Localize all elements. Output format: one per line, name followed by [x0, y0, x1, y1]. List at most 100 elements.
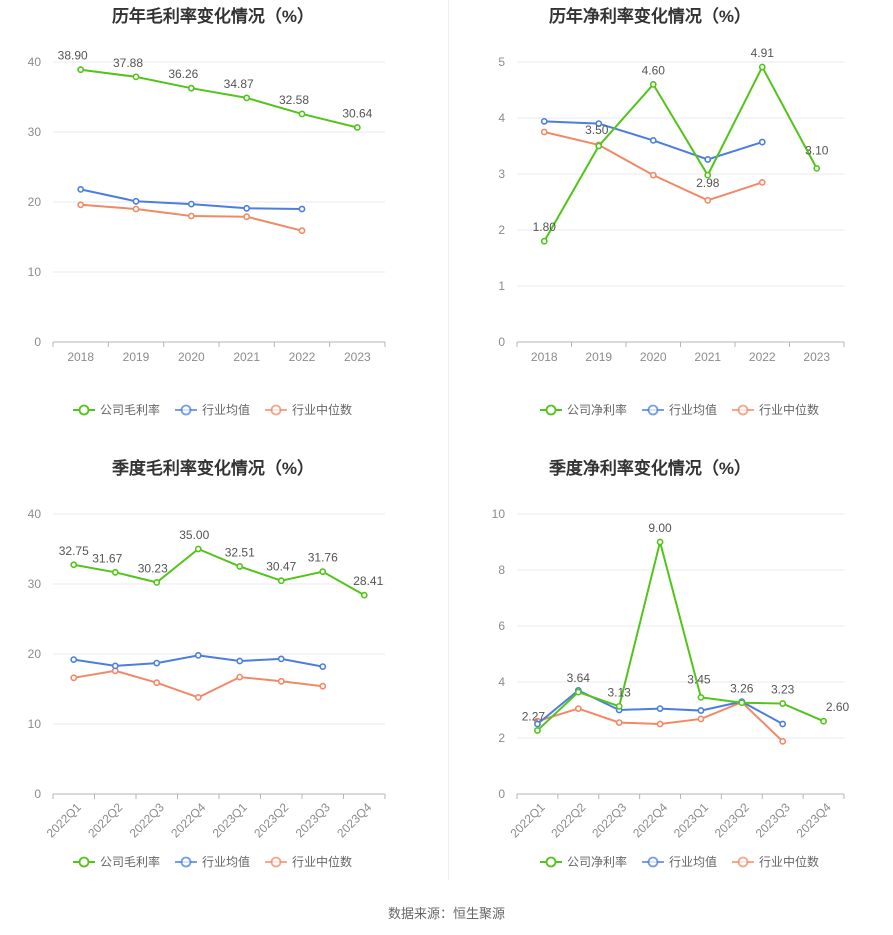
data-label: 37.88 [113, 56, 143, 70]
data-point-company [779, 700, 787, 707]
legend-item-company: 公司毛利率 [73, 402, 160, 417]
x-tick-label: 2018 [531, 350, 558, 364]
data-label: 31.76 [308, 551, 338, 565]
data-point-median [243, 213, 251, 221]
legend-label: 公司毛利率 [100, 854, 160, 869]
legend-marker [737, 404, 749, 416]
y-tick-label: 4 [498, 675, 505, 689]
data-point-median [70, 674, 78, 682]
x-tick-label: 2023Q2 [712, 800, 752, 840]
panel-divider [448, 0, 449, 880]
x-tick-label: 2023Q4 [334, 800, 374, 840]
data-point-median [656, 720, 664, 728]
y-tick-label: 6 [498, 619, 505, 633]
y-tick-label: 0 [498, 335, 505, 349]
x-tick-label: 2023Q2 [251, 800, 291, 840]
data-label: 2.27 [522, 709, 546, 723]
y-tick-label: 10 [28, 717, 42, 731]
x-tick-label: 2022 [749, 350, 776, 364]
data-point-company [758, 63, 766, 71]
x-tick-label: 2021 [233, 350, 260, 364]
data-point-company [187, 84, 195, 92]
data-point-median [277, 677, 285, 685]
data-point-avg [243, 204, 251, 212]
x-tick-label: 2022Q3 [589, 800, 629, 840]
legend-item-median: 行业中位数 [265, 402, 352, 417]
x-tick-label: 2020 [640, 350, 667, 364]
data-label: 3.45 [687, 672, 711, 686]
legend-item-avg: 行业均值 [642, 854, 717, 869]
data-point-median [298, 227, 306, 235]
data-point-median [704, 196, 712, 204]
y-tick-label: 40 [28, 55, 42, 69]
annual-net-margin-chart: 历年净利率变化情况（%） 0 1 2 3 4 5 2018 2019 2020 2021 2022 20… [447, 0, 893, 450]
data-label: 3.10 [805, 143, 829, 157]
data-point-company [298, 110, 306, 118]
data-point-avg [132, 197, 140, 205]
data-label: 32.58 [279, 93, 309, 107]
x-tick-label: 2023Q1 [671, 800, 711, 840]
y-tick-label: 10 [492, 507, 506, 521]
data-point-avg [111, 662, 119, 670]
legend-item-company: 公司净利率 [540, 854, 627, 869]
data-point-median [132, 205, 140, 213]
data-label: 31.67 [92, 551, 122, 565]
data-point-company [820, 717, 827, 725]
data-point-company [353, 124, 361, 131]
quarterly-gross-margin-chart: 季度毛利率变化情况（%） 0 10 20 30 40 2022Q1 2022Q2 2022Q3 2… [0, 452, 446, 902]
y-tick-label: 4 [498, 111, 505, 125]
data-label: 36.26 [168, 67, 198, 81]
legend-label: 公司净利率 [567, 402, 627, 417]
chart-svg: 历年毛利率变化情况（%） 0 10 20 30 40 2018 2019 2020 2021 202… [28, 6, 386, 417]
y-tick-label: 0 [34, 335, 41, 349]
data-point-avg [277, 655, 285, 663]
data-point-company [111, 568, 119, 576]
legend-label: 行业中位数 [292, 402, 352, 417]
legend-label: 行业均值 [669, 854, 717, 869]
series-line-company [543, 64, 818, 242]
legend-item-avg: 行业均值 [642, 402, 717, 417]
legend-label: 公司毛利率 [100, 402, 160, 417]
data-label: 35.00 [179, 528, 209, 542]
y-tick-label: 0 [34, 787, 41, 801]
x-tick-label: 2023Q3 [293, 800, 333, 840]
data-point-avg [298, 205, 306, 213]
x-tick-label: 2020 [178, 350, 205, 364]
data-point-company [236, 563, 244, 570]
legend-marker [270, 856, 282, 868]
data-point-avg [704, 156, 712, 163]
annual-gross-margin-chart: 历年毛利率变化情况（%） 0 10 20 30 40 2018 2019 2020 2021 202… [0, 0, 446, 450]
data-point-avg [697, 707, 705, 714]
data-label: 3.64 [567, 671, 591, 685]
legend-label: 行业均值 [202, 854, 250, 869]
data-point-median [649, 171, 657, 179]
data-point-company [540, 237, 548, 245]
y-tick-label: 8 [498, 563, 505, 577]
legend-marker [545, 404, 557, 416]
data-label: 3.50 [585, 123, 609, 137]
data-label: 34.87 [224, 77, 254, 91]
data-label: 2.60 [826, 700, 850, 714]
data-point-company [243, 94, 251, 102]
series-line-company [536, 541, 824, 732]
data-point-avg [70, 656, 78, 663]
legend-marker [647, 404, 659, 416]
data-label: 32.75 [59, 544, 89, 558]
data-point-company [360, 591, 368, 599]
data-label: 28.41 [353, 574, 383, 588]
series-line-company [80, 68, 358, 129]
data-point-median [319, 682, 327, 690]
legend-item-avg: 行业均值 [175, 402, 250, 417]
legend-marker [78, 856, 90, 868]
data-point-company [534, 727, 541, 734]
data-point-avg [236, 657, 244, 665]
x-tick-label: 2022Q2 [548, 800, 588, 840]
x-tick-label: 2022Q4 [630, 800, 670, 840]
data-point-avg [779, 720, 787, 728]
y-tick-label: 3 [498, 167, 505, 181]
data-point-median [540, 128, 548, 136]
legend-label: 行业中位数 [759, 854, 819, 869]
data-point-median [77, 201, 85, 209]
y-tick-label: 40 [28, 507, 42, 521]
data-label: 3.23 [771, 683, 795, 697]
